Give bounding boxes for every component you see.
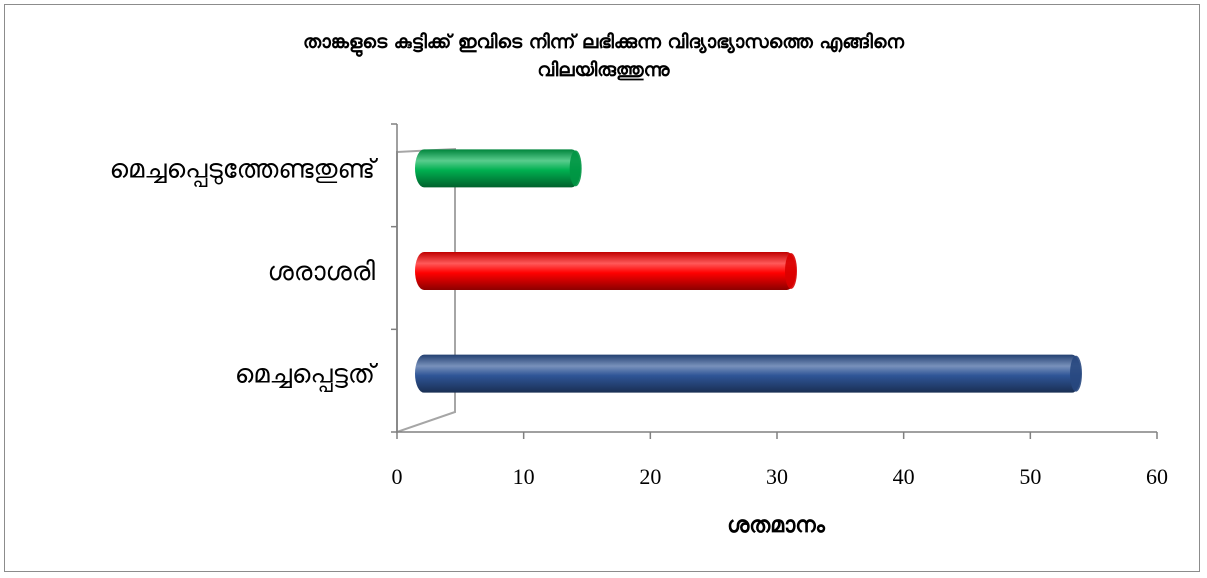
axes — [391, 123, 1158, 439]
x-tick-label: 40 — [893, 464, 915, 489]
bar-body — [415, 252, 796, 290]
category-label: മെച്ചപ്പെട്ടത് — [235, 360, 379, 392]
chart-title: താങ്കളുടെ കുട്ടിക്ക് ഇവിടെ നിന്ന് ലഭിക്ക… — [302, 31, 905, 81]
category-label: ശരാശരി — [268, 257, 376, 287]
bar-0 — [415, 354, 1082, 393]
bar-1 — [415, 252, 797, 290]
bar-end-cap — [1070, 355, 1082, 392]
bar-body — [415, 149, 581, 188]
bar-end-cap — [569, 150, 582, 187]
x-tick-label: 30 — [766, 464, 788, 489]
bar-2 — [415, 149, 582, 188]
bar-end-cap — [785, 253, 797, 289]
bars — [415, 149, 1082, 393]
bar-body — [415, 354, 1081, 393]
x-tick-label: 10 — [513, 464, 535, 489]
category-label: മെച്ചപ്പെടുത്തേണ്ടതുണ്ട് — [109, 154, 378, 186]
labels: 0 10 20 30 40 50 60 മെച്ചപ്പെട്ടത് ശരാശരി മെച്ചപ്… — [109, 154, 1168, 489]
x-tick-label: 50 — [1019, 464, 1041, 489]
x-tick-label: 60 — [1146, 464, 1168, 489]
x-tick-label: 0 — [392, 464, 403, 489]
x-tick-label: 20 — [639, 464, 661, 489]
x-axis-title: ശതമാനം — [727, 513, 826, 538]
